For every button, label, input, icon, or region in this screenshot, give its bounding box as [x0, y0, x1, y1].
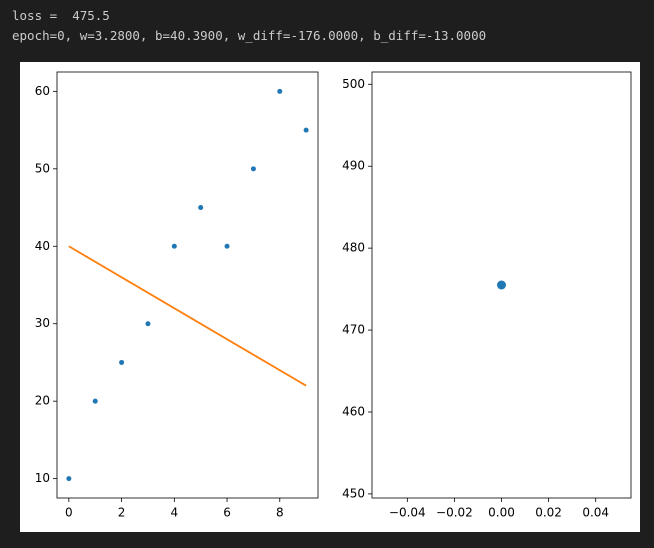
point: [303, 127, 309, 133]
point: [497, 280, 506, 290]
point: [224, 243, 230, 249]
y-tick-label: 50: [35, 161, 50, 175]
y-tick-label: 40: [35, 239, 50, 253]
x-tick-label: −0.04: [389, 506, 426, 520]
x-tick-label: 8: [276, 506, 284, 520]
line: [68, 245, 307, 387]
y-tick-label: 60: [35, 84, 50, 98]
x-tick-label: 0: [65, 506, 73, 520]
x-tick-label: 2: [118, 506, 126, 520]
y-tick-label: 460: [342, 404, 365, 418]
y-tick-label: 490: [342, 159, 365, 173]
figure: 0 2 4 6 8 10 20 30 40 50 60 −0.04 −0.02 0.00 0.02 0.04 4…: [20, 62, 640, 532]
x-tick-label: 6: [223, 506, 231, 520]
x-tick-label: 0.00: [488, 506, 515, 520]
y-tick-label: 30: [35, 316, 50, 330]
point: [277, 88, 283, 94]
axes-frame: [56, 71, 319, 499]
output-line: loss = 475.5: [12, 8, 110, 23]
x-tick-label: −0.02: [436, 506, 473, 520]
point: [119, 359, 125, 365]
point: [66, 476, 72, 482]
point: [92, 398, 98, 404]
y-tick-label: 20: [35, 394, 50, 408]
point: [198, 205, 204, 211]
y-tick-label: 500: [342, 77, 365, 91]
y-tick-label: 10: [35, 471, 50, 485]
y-tick-label: 480: [342, 241, 365, 255]
x-tick-label: 0.04: [582, 506, 609, 520]
point: [171, 243, 177, 249]
point: [250, 166, 256, 172]
point: [145, 321, 151, 327]
output-line: epoch=0, w=3.2800, b=40.3900, w_diff=-17…: [12, 28, 487, 43]
y-tick-label: 470: [342, 323, 365, 337]
x-tick-label: 4: [170, 506, 178, 520]
x-tick-label: 0.02: [535, 506, 562, 520]
y-tick-label: 450: [342, 486, 365, 500]
